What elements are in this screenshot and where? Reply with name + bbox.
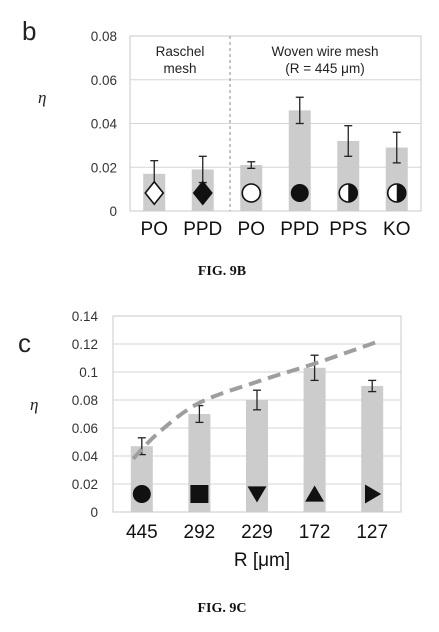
category-label: 445 (126, 522, 158, 543)
panel-c-category-labels: 445 292 229 172 127 (126, 522, 388, 543)
category-label: PO (141, 219, 168, 240)
bar (303, 367, 326, 512)
category-label: 229 (241, 522, 273, 543)
panel-b-y-axis-label: η (38, 88, 46, 107)
group-label-radius: (R = 445 μm) (285, 61, 364, 76)
panel-c-bars (130, 367, 384, 512)
marker-circle-filled (132, 485, 151, 503)
group-label-woven: Woven wire mesh (271, 44, 378, 59)
panel-b-bars (143, 110, 408, 211)
error-bar (368, 379, 377, 393)
error-bar (310, 354, 319, 382)
category-label: PPD (280, 219, 319, 240)
panel-b-plot-frame (129, 35, 422, 212)
panel-b-y-ticks: 0 0.02 0.04 0.06 0.08 (91, 29, 118, 219)
error-bar (344, 125, 353, 157)
bar (361, 386, 384, 512)
panel-c-trend-curve (131, 340, 376, 461)
panel-c-markers (132, 484, 382, 504)
marker-diamond-open (144, 180, 165, 206)
caption-fig-9c: FIG. 9C (198, 601, 247, 616)
group-label-mesh: mesh (163, 61, 196, 76)
y-tick-label: 0.02 (72, 477, 98, 492)
marker-circle-filled (290, 184, 309, 202)
panel-c-y-axis-label: η (30, 395, 38, 414)
y-tick-label: 0.04 (91, 117, 118, 132)
y-tick-label: 0.12 (72, 337, 98, 352)
y-tick-label: 0.14 (72, 309, 99, 324)
category-label: KO (383, 219, 410, 240)
panel-letter-b: b (22, 16, 36, 46)
y-tick-label: 0.08 (72, 393, 98, 408)
panel-c-y-ticks: 0 0.02 0.04 0.06 0.08 0.1 0.12 0.14 (72, 309, 99, 520)
marker-triangle-right-filled (365, 484, 382, 504)
category-label: 127 (356, 522, 388, 543)
y-tick-label: 0.04 (72, 449, 99, 464)
marker-triangle-up-filled (305, 485, 325, 502)
marker-diamond-filled (192, 180, 213, 206)
marker-circle-half-right (338, 183, 359, 203)
category-label: PPD (183, 219, 222, 240)
panel-9c: c η 0 0.02 0.04 0.06 0.08 0.1 0.12 0.14 445 292 2… (18, 309, 402, 616)
marker-circle-half-right (386, 183, 407, 203)
marker-circle-open (241, 183, 262, 203)
category-label: PPS (329, 219, 367, 240)
error-bar (392, 131, 401, 164)
category-label: 292 (184, 522, 216, 543)
y-tick-label: 0 (90, 505, 98, 520)
marker-square-filled (190, 485, 209, 503)
category-label: PO (238, 219, 265, 240)
panel-b-gridlines (130, 79, 421, 168)
caption-fig-9b: FIG. 9B (198, 264, 246, 279)
error-bar (253, 389, 261, 411)
panel-b-markers (144, 180, 407, 206)
error-bar (247, 161, 256, 169)
bar (288, 110, 311, 211)
panel-letter-c: c (18, 328, 31, 358)
category-label: 172 (299, 522, 331, 543)
y-tick-label: 0.06 (72, 421, 98, 436)
group-label-raschel: Raschel (156, 44, 205, 59)
y-tick-label: 0.06 (91, 73, 117, 88)
y-tick-label: 0.08 (91, 29, 117, 44)
panel-b-category-labels: PO PPD PO PPD PPS KO (141, 219, 411, 240)
marker-triangle-down-filled (247, 486, 267, 503)
panel-b-error-bars (150, 96, 401, 188)
y-tick-label: 0.1 (79, 365, 98, 380)
panel-c-x-axis-label: R [μm] (234, 550, 290, 571)
y-tick-label: 0.02 (91, 160, 117, 175)
y-tick-label: 0 (109, 204, 117, 219)
bar (246, 400, 268, 512)
panel-9b: b η 0 0.02 0.04 0.06 0.08 Raschel mesh Woven… (22, 16, 422, 279)
error-bar (295, 96, 304, 125)
